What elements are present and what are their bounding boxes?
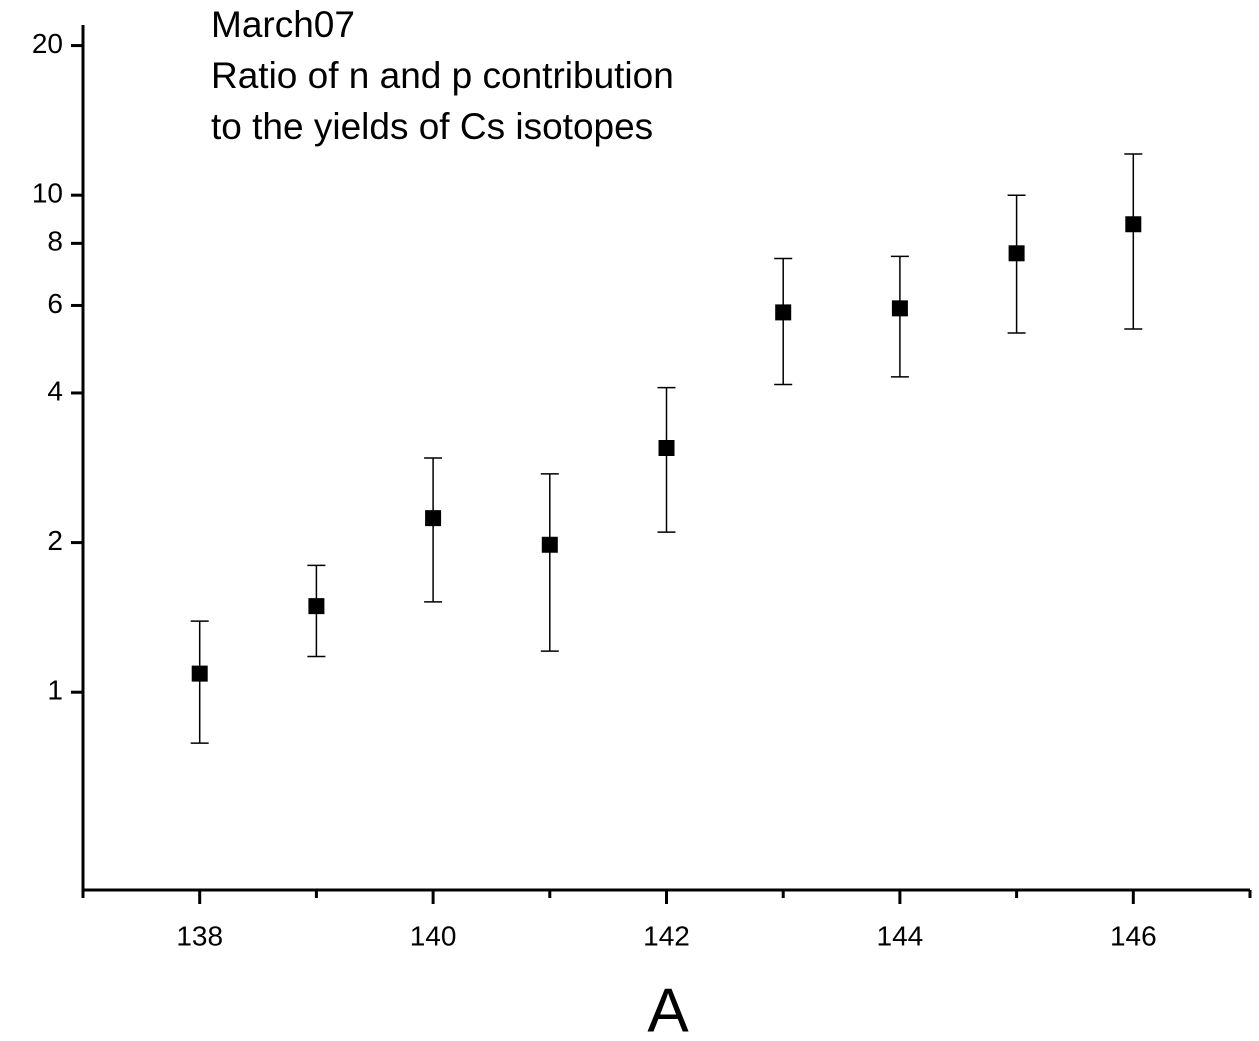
data-point (425, 510, 442, 527)
y-tick-label: 8 (47, 226, 63, 257)
data-point (308, 598, 325, 615)
data-point (541, 536, 558, 553)
data-point (775, 304, 792, 321)
annotation: Ratio of n and p contribution (211, 55, 674, 96)
x-tick-label: 140 (410, 920, 457, 951)
y-tick-label: 10 (32, 178, 63, 209)
y-tick-label: 20 (32, 28, 63, 59)
data-point (1008, 245, 1025, 262)
x-tick-label: 144 (877, 920, 924, 951)
annotation: to the yields of Cs isotopes (211, 106, 653, 147)
y-tick-label: 1 (47, 675, 63, 706)
x-tick-label: 138 (176, 920, 223, 951)
data-point (658, 439, 675, 456)
y-tick-label: 2 (47, 525, 63, 556)
x-tick-label: 146 (1110, 920, 1157, 951)
data-point (891, 300, 908, 317)
data-point (191, 665, 208, 682)
x-axis-label: A (647, 976, 689, 1041)
y-tick-label: 6 (47, 288, 63, 319)
x-tick-label: 142 (643, 920, 690, 951)
annotation: March07 (211, 4, 355, 45)
data-point (1125, 216, 1142, 233)
y-tick-label: 4 (47, 375, 63, 406)
